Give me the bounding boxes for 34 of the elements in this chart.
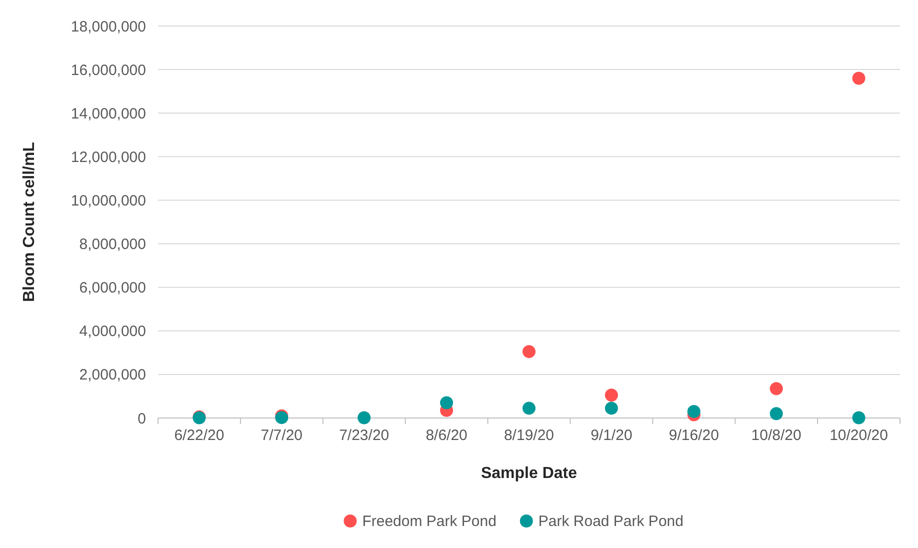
y-tick-label: 14,000,000 <box>70 105 146 122</box>
y-tick-label: 18,000,000 <box>70 18 146 36</box>
point <box>852 72 866 85</box>
x-tick-label: 10/8/20 <box>751 427 802 444</box>
y-tick-label: 4,000,000 <box>79 323 146 340</box>
point <box>770 407 783 420</box>
y-tick-label: 8,000,000 <box>79 236 146 254</box>
y-tick-label: 10,000,000 <box>70 192 146 210</box>
legend-label: Park Road Park Pond <box>538 513 684 530</box>
y-tick-label: 16,000,000 <box>70 62 146 79</box>
point <box>522 345 536 358</box>
legend-label: Freedom Park Pond <box>362 513 496 530</box>
x-tick-label: 6/22/20 <box>174 427 224 444</box>
point <box>604 388 618 402</box>
y-tick-label: 12,000,000 <box>70 148 146 166</box>
y-tick-label: 0 <box>138 410 146 428</box>
x-tick-label: 9/16/20 <box>668 427 719 444</box>
point <box>770 382 783 396</box>
y-tick-label: 2,000,000 <box>79 366 146 384</box>
x-tick-label: 8/6/20 <box>426 427 468 444</box>
point <box>852 411 866 424</box>
point <box>604 402 618 415</box>
x-tick-label: 10/20/20 <box>830 427 888 444</box>
x-tick-label: 7/23/20 <box>339 427 390 444</box>
y-tick-label: 6,000,000 <box>79 280 146 297</box>
point <box>440 396 454 410</box>
point <box>522 402 536 415</box>
point <box>358 411 371 424</box>
x-tick-label: 9/1/20 <box>590 427 632 444</box>
x-tick-label: 7/7/20 <box>260 427 303 444</box>
point <box>687 404 700 418</box>
y-axis-title: Bloom Count cell/mL <box>21 142 38 302</box>
x-axis-title: Sample Date <box>480 465 578 482</box>
x-tick-label: 8/19/20 <box>504 427 554 444</box>
